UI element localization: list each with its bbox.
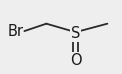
Text: O: O (70, 53, 81, 68)
Text: Br: Br (8, 24, 24, 39)
Text: S: S (71, 26, 80, 41)
